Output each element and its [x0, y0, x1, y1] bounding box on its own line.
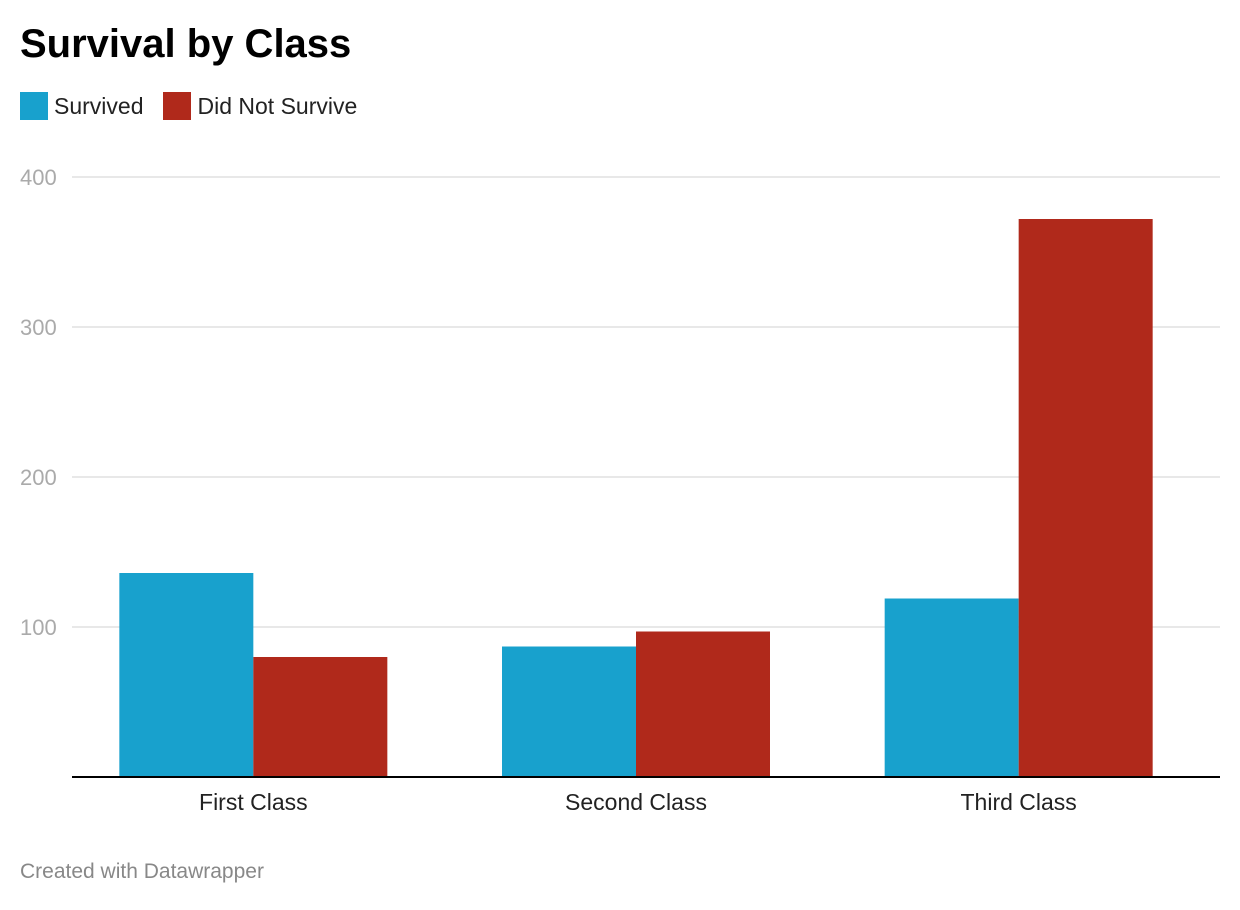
y-tick-label-400: 400 [20, 165, 57, 190]
legend-item-survived: Survived [20, 92, 143, 120]
x-category-label-0: First Class [199, 789, 308, 815]
bar-third-class-did-not-survive [1018, 219, 1153, 777]
bar-first-class-survived [119, 573, 254, 777]
footer-credit: Created with Datawrapper [20, 860, 264, 883]
y-tick-label-200: 200 [20, 465, 57, 490]
bar-second-class-survived [502, 646, 636, 777]
bar-third-class-survived [884, 598, 1019, 777]
chart-title: Survival by Class [20, 22, 352, 66]
x-category-label-1: Second Class [565, 789, 707, 815]
legend-item-did-not-survive: Did Not Survive [163, 92, 357, 120]
legend: Survived Did Not Survive [20, 92, 377, 120]
legend-label-survived: Survived [54, 93, 144, 119]
legend-swatch-did-not-survive [163, 92, 192, 120]
y-tick-label-300: 300 [20, 315, 57, 340]
bar-first-class-did-not-survive [253, 657, 388, 777]
x-category-label-2: Third Class [961, 789, 1077, 815]
legend-swatch-survived [20, 92, 48, 120]
legend-label-did-not-survive: Did Not Survive [197, 93, 358, 119]
y-tick-label-100: 100 [20, 615, 57, 640]
bar-second-class-did-not-survive [636, 631, 770, 777]
